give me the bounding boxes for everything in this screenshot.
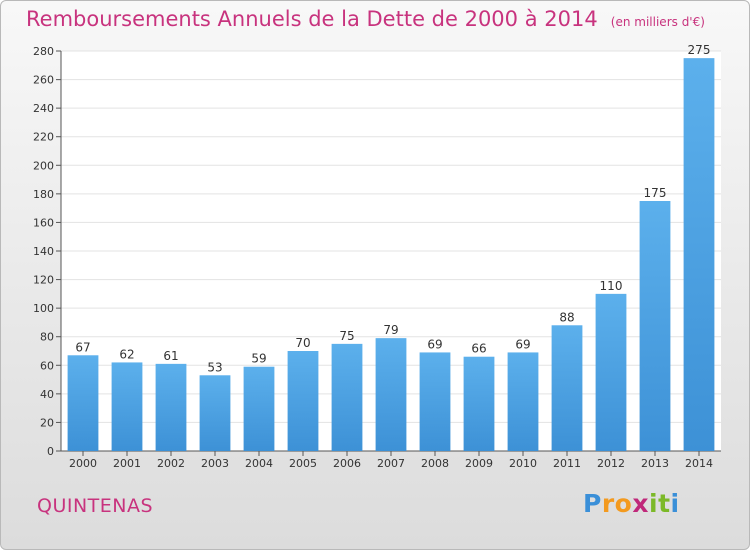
data-label: 66	[471, 342, 486, 356]
data-label: 75	[339, 329, 354, 343]
y-tick-label: 200	[33, 159, 54, 172]
logo-letter: o	[614, 489, 633, 518]
data-label: 175	[644, 186, 667, 200]
data-label: 110	[600, 279, 623, 293]
data-label: 61	[163, 349, 178, 363]
logo-letter: r	[601, 489, 615, 518]
x-tick-label: 2011	[553, 457, 581, 470]
y-tick-label: 120	[33, 274, 54, 287]
bar	[595, 293, 627, 451]
bar	[331, 343, 363, 451]
data-label: 67	[75, 340, 90, 354]
bar	[111, 362, 143, 451]
bar	[419, 352, 451, 451]
y-tick-label: 240	[33, 102, 54, 115]
x-tick-label: 2001	[113, 457, 141, 470]
y-tick-label: 80	[40, 331, 54, 344]
x-tick-label: 2003	[201, 457, 229, 470]
chart-subtitle: (en milliers d'€)	[610, 15, 705, 29]
y-tick-label: 220	[33, 131, 54, 144]
y-tick-label: 60	[40, 359, 54, 372]
x-tick-label: 2010	[509, 457, 537, 470]
bar	[551, 325, 583, 451]
x-tick-label: 2013	[641, 457, 669, 470]
bar	[67, 355, 99, 451]
bar	[463, 356, 495, 451]
data-label: 79	[383, 323, 398, 337]
bar	[683, 58, 715, 452]
data-label: 88	[559, 310, 574, 324]
x-tick-label: 2005	[289, 457, 317, 470]
logo-letter: i	[649, 489, 659, 518]
y-tick-label: 100	[33, 302, 54, 315]
x-tick-label: 2000	[69, 457, 97, 470]
bar	[243, 366, 275, 451]
bar	[375, 338, 407, 451]
x-tick-label: 2009	[465, 457, 493, 470]
logo-letter: P	[583, 489, 602, 518]
y-tick-label: 40	[40, 388, 54, 401]
x-tick-label: 2006	[333, 457, 361, 470]
proxiti-logo: Proxiti	[583, 489, 680, 518]
x-tick-label: 2014	[685, 457, 713, 470]
x-tick-label: 2007	[377, 457, 405, 470]
y-tick-label: 20	[40, 416, 54, 429]
logo-letter: i	[670, 489, 680, 518]
logo-letter: x	[632, 489, 649, 518]
bar	[155, 363, 187, 451]
x-tick-label: 2008	[421, 457, 449, 470]
bar	[507, 352, 539, 451]
x-tick-label: 2004	[245, 457, 273, 470]
data-label: 69	[515, 337, 530, 351]
y-tick-label: 140	[33, 245, 54, 258]
data-label: 69	[427, 337, 442, 351]
data-label: 59	[251, 352, 266, 366]
logo-letter: t	[658, 489, 671, 518]
y-tick-label: 260	[33, 74, 54, 87]
data-label: 275	[688, 43, 711, 57]
y-tick-label: 180	[33, 188, 54, 201]
bar	[199, 375, 231, 451]
bar	[639, 201, 671, 451]
data-label: 70	[295, 336, 310, 350]
chart-title-main: Remboursements Annuels de la Dette de 20…	[26, 7, 598, 31]
y-tick-label: 280	[33, 45, 54, 58]
y-tick-label: 0	[47, 445, 54, 458]
data-label: 62	[119, 347, 134, 361]
x-tick-label: 2012	[597, 457, 625, 470]
data-label: 53	[207, 360, 222, 374]
bar	[287, 351, 319, 451]
y-tick-label: 160	[33, 216, 54, 229]
chart-title: Remboursements Annuels de la Dette de 20…	[26, 7, 705, 31]
commune-name: QUINTENAS	[37, 495, 154, 517]
x-tick-label: 2002	[157, 457, 185, 470]
